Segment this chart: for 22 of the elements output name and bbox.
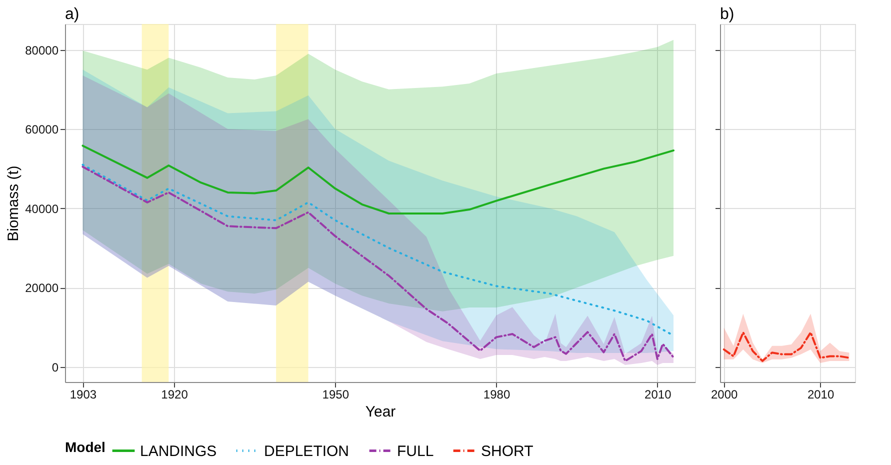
- y-tick-label: 0: [52, 360, 59, 374]
- x-tick-label: 2010: [644, 388, 672, 402]
- x-tick-label: 2010: [807, 388, 834, 402]
- y-tick-label: 20000: [25, 281, 59, 296]
- x-tick-label: 1920: [161, 388, 188, 402]
- y-tick-label: 60000: [25, 122, 59, 137]
- x-tick-label: 1950: [322, 388, 350, 402]
- x-tick-label: 2000: [711, 388, 738, 402]
- legend-title: Model: [65, 439, 106, 455]
- legend-label: LANDINGS: [140, 442, 217, 460]
- legend-label: SHORT: [481, 442, 534, 460]
- y-tick-label: 80000: [25, 43, 59, 58]
- y-axis-title: Biomass (t): [5, 166, 22, 242]
- x-tick-label: 1903: [70, 388, 97, 402]
- x-tick-label: 1980: [483, 388, 510, 402]
- line-series: [82, 144, 675, 215]
- chart-title: a): [65, 6, 80, 23]
- x-axis-title: Year: [365, 404, 396, 420]
- legend-label: FULL: [397, 442, 434, 460]
- chart-title: b): [720, 6, 734, 23]
- y-tick-label: 40000: [25, 202, 59, 216]
- legend-label: DEPLETION: [264, 442, 350, 460]
